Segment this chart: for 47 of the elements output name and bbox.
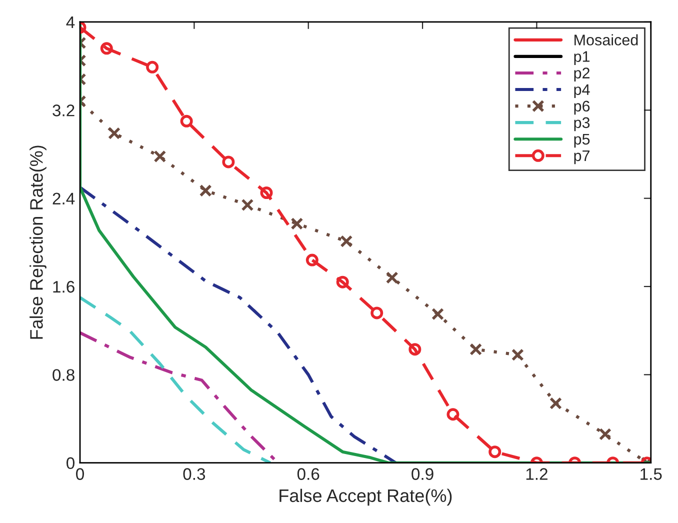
point: [290, 217, 304, 230]
y-tick-label: 4: [66, 16, 75, 28]
legend-label: p4: [574, 84, 590, 98]
x-tick-label: 0: [76, 468, 84, 480]
y-axis-title: False Rejection Rate(%): [30, 146, 46, 339]
legend-label: p6: [574, 100, 590, 115]
legend-label: p7: [574, 150, 590, 164]
point: [180, 114, 193, 128]
point: [446, 408, 460, 421]
y-tick-label: 0: [66, 457, 74, 470]
point: [470, 343, 482, 356]
legend-label: p5: [574, 134, 590, 148]
point: [260, 186, 273, 200]
point: [306, 254, 318, 266]
line-series: [80, 186, 398, 463]
x-tick-label: 0.9: [412, 468, 434, 480]
y-tick-label: 3.2: [52, 104, 74, 116]
point: [488, 446, 502, 458]
x-tick-label: 1.5: [640, 468, 662, 480]
point: [340, 235, 353, 248]
x-axis-title: False Accept Rate(%): [280, 488, 452, 506]
point: [598, 428, 612, 440]
legend-label: p3: [574, 117, 590, 132]
point: [154, 150, 166, 163]
point: [370, 306, 384, 320]
point: [386, 271, 398, 284]
point: [100, 42, 113, 55]
legend-label: Mosaiced: [574, 34, 638, 46]
y-tick-label: 0.8: [52, 369, 74, 381]
point: [511, 348, 524, 362]
x-tick-label: 0.3: [183, 468, 206, 480]
point: [549, 397, 562, 410]
point: [408, 343, 422, 356]
point: [336, 276, 349, 288]
line-series: [80, 296, 272, 463]
point: [241, 198, 254, 212]
y-tick-label: 2.4: [52, 192, 75, 204]
x-tick-label: 1.2: [526, 468, 548, 480]
y-tick-label: 1.6: [53, 280, 74, 293]
point: [108, 127, 121, 140]
point: [146, 60, 159, 74]
point: [199, 184, 212, 197]
legend-label: p2: [574, 68, 590, 82]
x-tick-label: 0.6: [297, 468, 320, 480]
legend-label: p1: [574, 51, 590, 65]
point: [222, 156, 235, 168]
point: [432, 308, 444, 320]
